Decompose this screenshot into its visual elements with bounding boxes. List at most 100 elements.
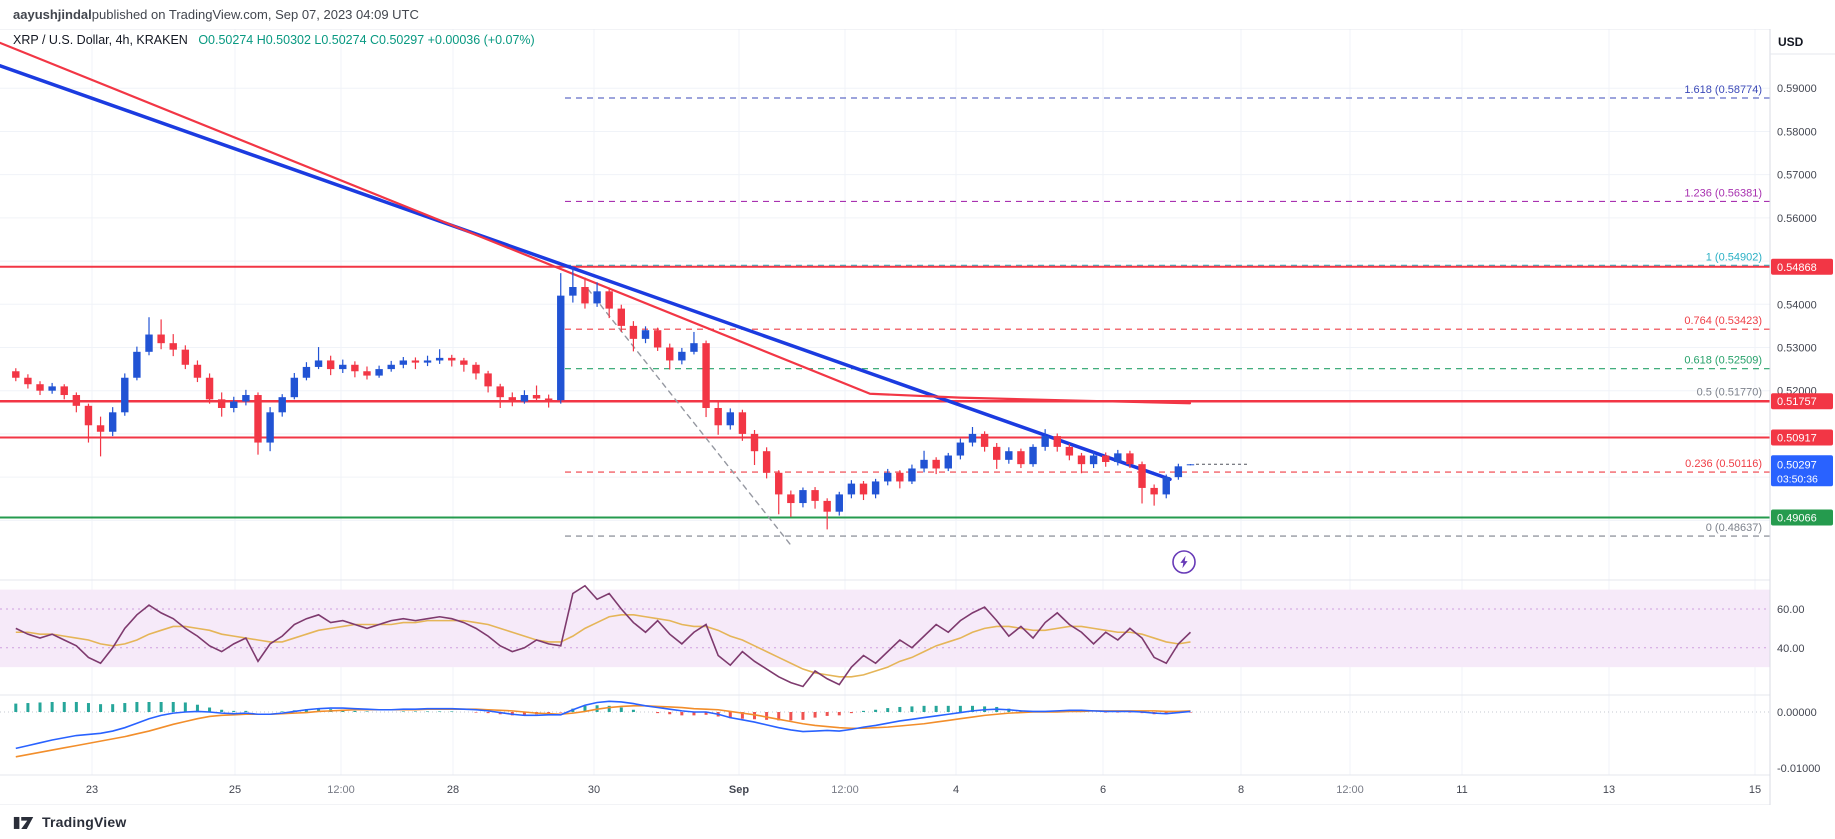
candle-body <box>1186 464 1195 466</box>
candle-body <box>387 364 395 370</box>
price-tick-label: 0.57000 <box>1777 170 1817 182</box>
macd-histogram-bar <box>195 704 199 712</box>
tradingview-logo-icon[interactable] <box>12 813 36 832</box>
candle-body <box>1138 464 1146 488</box>
candle-body <box>847 483 856 495</box>
axis-currency-label: USD <box>1778 35 1804 49</box>
candle-body <box>157 334 165 344</box>
candle-body <box>242 395 250 402</box>
candle-body <box>787 494 795 504</box>
time-axis[interactable]: 23 25 12:00 28 30 Sep 12:00 4 6 8 12:00 11 13 15 <box>86 784 1761 796</box>
macd-histogram-bar <box>159 702 163 712</box>
fib-level-label: 0 (0.48637) <box>1706 522 1762 534</box>
macd-histogram-bar <box>280 711 284 712</box>
macd-histogram-bar <box>111 704 115 712</box>
macd-histogram-bar <box>631 709 635 712</box>
macd-histogram-bar <box>583 705 587 712</box>
candle-body <box>217 399 226 408</box>
price-badge <box>1771 393 1833 410</box>
price-badge <box>1771 429 1833 446</box>
price-tick-label: 0.59000 <box>1777 83 1817 95</box>
red-moving-average <box>0 41 1192 405</box>
candle-body <box>980 433 989 447</box>
fib-level-label: 0.764 (0.53423) <box>1684 315 1762 327</box>
macd-histogram-bar <box>740 712 744 719</box>
macd-histogram-bar <box>438 711 442 712</box>
macd-histogram-bar <box>317 709 321 712</box>
candle-body <box>1065 446 1074 456</box>
macd-tick-label: -0.01000 <box>1777 763 1820 775</box>
macd-histogram-bar <box>244 710 248 712</box>
candle-body <box>1077 455 1086 465</box>
fib-level-label: 1.618 (0.58774) <box>1684 84 1762 96</box>
candle-body <box>145 334 153 352</box>
candle-body <box>133 351 141 378</box>
price-badge <box>1771 258 1833 275</box>
chart-legend: XRP / U.S. Dollar, 4h, KRAKEN O0.50274 H… <box>13 33 535 47</box>
macd-histogram-bar <box>208 707 212 712</box>
candle-body <box>1089 455 1098 465</box>
candle-body <box>629 325 638 339</box>
time-tick-label: 12:00 <box>831 784 859 796</box>
candle-body <box>72 395 81 406</box>
candle-body <box>1114 453 1122 463</box>
candle-body <box>12 371 20 378</box>
macd-histogram-bar <box>522 712 526 716</box>
price-axis[interactable]: USD 0.59000 0.58000 0.57000 0.56000 0.54000 0.… <box>1769 29 1835 805</box>
tradingview-wordmark[interactable]: TradingView <box>42 814 127 830</box>
candle-body <box>1174 466 1183 478</box>
macd-histogram-bar <box>765 712 769 720</box>
fib-level-label: 1 (0.54902) <box>1706 251 1762 263</box>
candle-body <box>859 483 868 495</box>
candle-body <box>448 357 456 361</box>
macd-histogram-bar <box>486 712 490 714</box>
macd-histogram-bar <box>837 712 841 716</box>
candle-body <box>48 386 56 391</box>
badge-price-text: 0.50917 <box>1777 433 1817 445</box>
macd-histogram-bar <box>365 711 369 712</box>
macd-histogram-bar <box>413 711 417 712</box>
macd-histogram-bar <box>862 710 865 712</box>
macd-histogram-bar <box>450 711 454 712</box>
price-tick-label: 0.53000 <box>1777 342 1817 354</box>
fib-level-label: 0.236 (0.50116) <box>1685 458 1762 470</box>
time-tick-label: 25 <box>229 784 241 796</box>
candle-body <box>993 446 1001 460</box>
candle-body <box>520 395 529 402</box>
rsi-ma-line <box>15 614 1191 678</box>
candle-body <box>472 364 480 374</box>
candle-body <box>302 366 311 378</box>
candle-body <box>96 425 105 432</box>
macd-signal-line <box>15 705 1191 758</box>
candle-body <box>121 377 129 413</box>
macd-histogram-bar <box>874 709 878 712</box>
macd-histogram-bar <box>171 702 175 712</box>
time-tick-label: 12:00 <box>327 784 355 796</box>
author-name: aayushjindal <box>13 7 92 22</box>
macd-histogram-bar <box>704 712 708 715</box>
ohlc-values: O0.50274 H0.50302 L0.50274 C0.50297 +0.0… <box>198 33 535 47</box>
badge-price-text: 0.51757 <box>1777 396 1817 408</box>
macd-histogram-bar <box>220 709 224 712</box>
macd-histogram-bar <box>970 705 974 712</box>
macd-histogram-bar <box>849 712 853 714</box>
symbol-title[interactable]: XRP / U.S. Dollar, 4h, KRAKEN <box>13 33 188 47</box>
candle-body <box>605 291 613 309</box>
candle-body <box>460 360 468 365</box>
candle-body <box>811 490 819 501</box>
last-price-badge <box>1771 455 1833 487</box>
candle-body <box>326 360 335 370</box>
macd-histogram-bar <box>813 712 817 718</box>
badge-countdown-text: 03:50:36 <box>1777 473 1818 485</box>
price-tick-label: 0.56000 <box>1777 213 1817 225</box>
macd-histogram-bar <box>14 703 18 712</box>
time-tick-label: 11 <box>1456 784 1467 796</box>
candle-body <box>363 371 371 376</box>
lightning-idea-marker-icon[interactable] <box>1172 550 1196 574</box>
macd-histogram-bar <box>922 705 926 712</box>
badge-price-text: 0.50297 <box>1777 459 1817 471</box>
candle-body <box>569 287 577 296</box>
candle-body <box>799 490 807 504</box>
macd-histogram-bar <box>1104 712 1108 713</box>
